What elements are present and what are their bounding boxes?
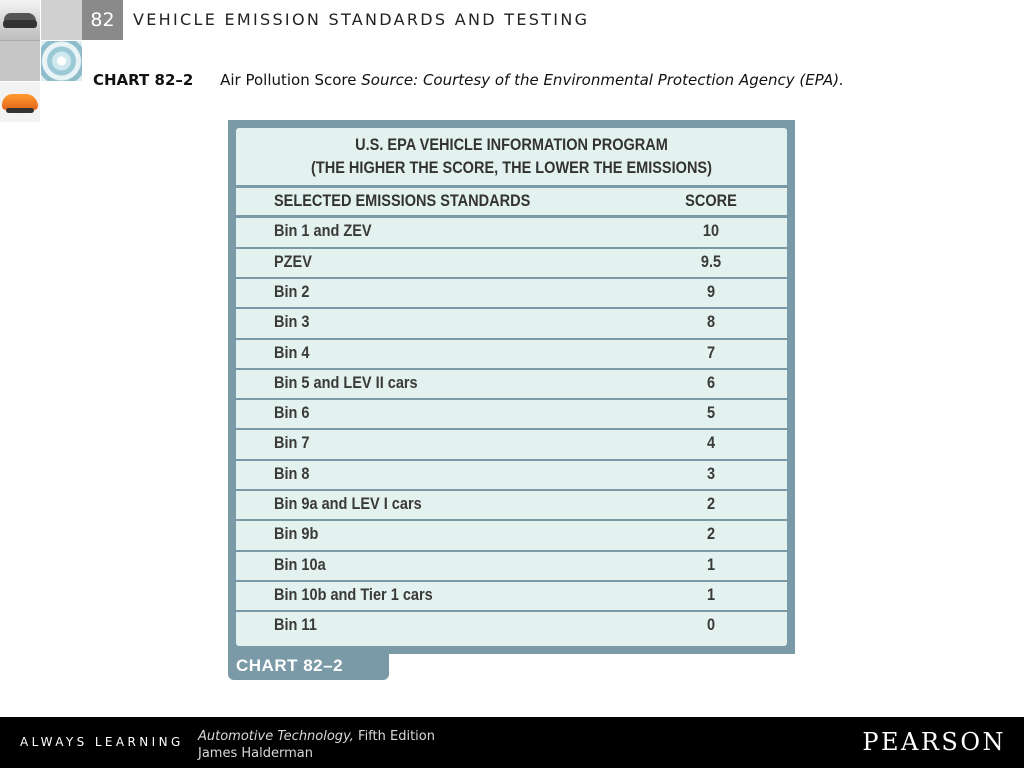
table-row: Bin 10a 1 <box>236 551 787 581</box>
table-title-line1: U.S. EPA VEHICLE INFORMATION PROGRAM <box>355 136 668 154</box>
standard-cell: Bin 11 <box>274 616 317 635</box>
footer-tagline: ALWAYS LEARNING <box>20 735 184 749</box>
table-rule <box>236 458 787 461</box>
standard-cell: Bin 1 and ZEV <box>274 222 372 241</box>
orange-car-thumbnail <box>0 82 40 122</box>
table-title: U.S. EPA VEHICLE INFORMATION PROGRAM (TH… <box>269 128 754 186</box>
standard-cell: Bin 10a <box>274 555 326 574</box>
grey-tile <box>41 0 82 40</box>
score-cell: 2 <box>706 495 716 513</box>
standard-cell: Bin 4 <box>274 343 310 362</box>
table-row: Bin 9a and LEV I cars 2 <box>236 490 787 520</box>
table-rule <box>236 549 787 552</box>
table-rule <box>236 246 787 249</box>
score-cell: 9 <box>706 282 716 301</box>
table-rule <box>236 489 787 491</box>
score-cell: 3 <box>706 464 716 483</box>
score-cell: 9.5 <box>700 252 722 271</box>
figure-caption: CHART 82–2 Air Pollution Score Source: C… <box>93 71 844 89</box>
emissions-score-table: U.S. EPA VEHICLE INFORMATION PROGRAM (TH… <box>236 128 787 646</box>
engine-part-thumbnail <box>41 41 82 81</box>
standard-cell: Bin 9a and LEV I cars <box>274 495 422 513</box>
score-cell: 4 <box>706 434 716 453</box>
standard-cell: Bin 8 <box>274 464 310 483</box>
table-row: PZEV 9.5 <box>236 248 787 278</box>
table-rule <box>236 185 787 188</box>
score-cell: 10 <box>702 222 720 241</box>
standard-cell: PZEV <box>274 252 312 271</box>
chart-figure: U.S. EPA VEHICLE INFORMATION PROGRAM (TH… <box>228 120 795 654</box>
column-header-score: SCORE <box>685 192 737 210</box>
table-rule <box>236 307 787 310</box>
standard-cell: Bin 3 <box>274 313 310 332</box>
silver-car-thumbnail <box>0 0 40 41</box>
table-rule <box>236 215 787 219</box>
table-rule <box>236 276 787 279</box>
table-row: Bin 11 0 <box>236 611 787 641</box>
table-row: Bin 6 5 <box>236 399 787 429</box>
score-cell: 1 <box>706 555 716 574</box>
table-row: Bin 7 4 <box>236 429 787 459</box>
score-cell: 8 <box>706 313 716 332</box>
footer-bar: ALWAYS LEARNING Automotive Technology, F… <box>0 717 1024 768</box>
score-cell: 5 <box>706 404 716 423</box>
caption-title: Air Pollution Score <box>220 71 357 89</box>
table-row: Bin 1 and ZEV 10 <box>236 217 787 247</box>
table-rule <box>236 519 787 522</box>
table-row: Bin 2 9 <box>236 278 787 308</box>
book-edition: Fifth Edition <box>358 729 435 744</box>
standard-cell: Bin 10b and Tier 1 cars <box>274 585 433 604</box>
caption-source: Source: Courtesy of the Environmental Pr… <box>361 71 844 89</box>
header-thumbnails <box>0 0 82 122</box>
chapter-title: VEHICLE EMISSION STANDARDS AND TESTING <box>133 10 590 29</box>
table-rule <box>236 610 787 613</box>
table-row: Bin 5 and LEV II cars 6 <box>236 369 787 399</box>
chapter-number: 82 <box>82 0 123 40</box>
standard-cell: Bin 9b <box>274 525 319 544</box>
book-credit: Automotive Technology, Fifth Edition Jam… <box>198 728 435 762</box>
table-rule <box>236 337 787 340</box>
table-title-line2: (THE HIGHER THE SCORE, THE LOWER THE EMI… <box>311 159 712 177</box>
table-rule <box>236 398 787 401</box>
standard-cell: Bin 7 <box>274 434 310 453</box>
table-rule <box>236 579 787 582</box>
score-cell: 2 <box>706 525 716 544</box>
standard-cell: Bin 2 <box>274 282 310 301</box>
standard-cell: Bin 6 <box>274 404 310 423</box>
table-rule <box>236 367 787 370</box>
table-row: Bin 4 7 <box>236 339 787 369</box>
table-row: Bin 9b 2 <box>236 520 787 550</box>
caption-number: CHART 82–2 <box>93 71 194 89</box>
table-row: Bin 3 8 <box>236 308 787 338</box>
table-header-row: SELECTED EMISSIONS STANDARDS SCORE <box>236 187 787 217</box>
table-row: Bin 10b and Tier 1 cars 1 <box>236 581 787 611</box>
table-rule <box>236 428 787 431</box>
book-author: James Halderman <box>198 746 313 761</box>
score-cell: 0 <box>706 616 716 635</box>
score-cell: 6 <box>706 373 716 392</box>
publisher-logo: PEARSON <box>862 728 1006 756</box>
standard-cell: Bin 5 and LEV II cars <box>274 373 418 392</box>
book-title: Automotive Technology, <box>198 729 354 744</box>
grey-tile <box>0 41 40 81</box>
table-row: Bin 8 3 <box>236 460 787 490</box>
score-cell: 7 <box>706 343 716 362</box>
column-header-standard: SELECTED EMISSIONS STANDARDS <box>274 192 531 210</box>
chart-label-tab: CHART 82–2 <box>228 654 389 680</box>
score-cell: 1 <box>706 585 716 604</box>
